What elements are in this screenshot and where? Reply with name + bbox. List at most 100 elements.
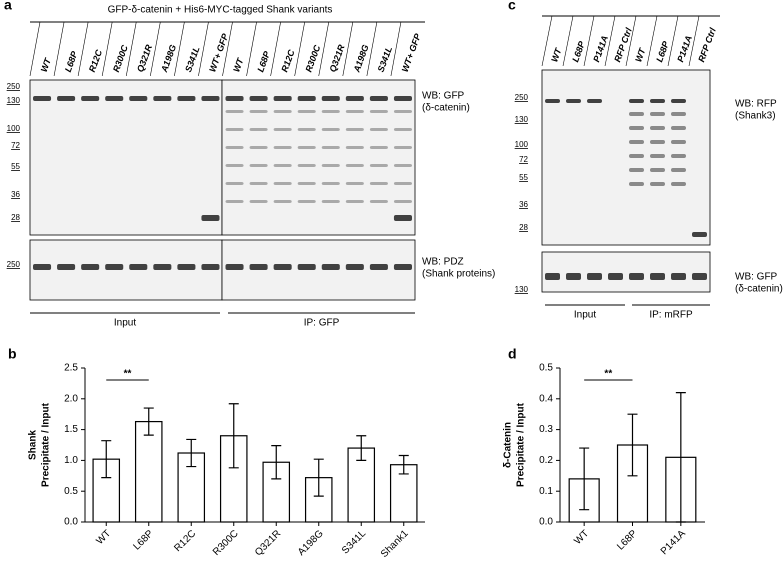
- y-tick-label: 0.0: [539, 517, 553, 528]
- band: [81, 96, 100, 101]
- band: [393, 110, 412, 113]
- band: [297, 110, 316, 113]
- band: [273, 146, 292, 149]
- lane-label: WT: [39, 56, 54, 74]
- lane-label: R300C: [303, 43, 322, 73]
- marker-label: 250: [7, 260, 21, 269]
- band: [249, 110, 268, 113]
- marker-label: 100: [7, 124, 21, 133]
- error-bar: [271, 445, 282, 480]
- lane-label: L68P: [255, 49, 272, 74]
- lane-divider: [174, 21, 185, 77]
- marker-label: 55: [11, 162, 20, 171]
- band: [629, 168, 644, 172]
- band: [105, 264, 124, 270]
- wb-label: (δ-catenin): [422, 103, 470, 114]
- band: [393, 182, 412, 185]
- band: [321, 164, 340, 167]
- band: [671, 273, 686, 280]
- band: [608, 273, 623, 280]
- band: [650, 168, 665, 172]
- error-bar: [228, 403, 239, 469]
- band: [369, 200, 388, 203]
- x-tick-label: S341L: [340, 528, 369, 557]
- band: [249, 128, 268, 131]
- band: [393, 164, 412, 167]
- lane-label: WT: [549, 46, 564, 64]
- x-tick-label: WT: [94, 528, 113, 547]
- band: [273, 96, 292, 101]
- band: [225, 200, 244, 203]
- x-tick-label: R12C: [172, 528, 198, 554]
- lane-label: S341L: [183, 45, 201, 73]
- band: [629, 112, 644, 116]
- lane-divider: [562, 15, 574, 67]
- marker-label: 130: [7, 96, 21, 105]
- x-tick-label: Shank1: [379, 528, 411, 560]
- lane-divider: [688, 15, 700, 67]
- band: [249, 164, 268, 167]
- marker-label: 250: [515, 93, 529, 102]
- marker-label: 36: [11, 190, 20, 199]
- marker-label: 250: [7, 82, 21, 91]
- band: [249, 264, 268, 270]
- band: [321, 146, 340, 149]
- marker-label: 130: [515, 115, 529, 124]
- wb-label: WB: RFP: [735, 99, 777, 110]
- band: [321, 110, 340, 113]
- lane-divider: [366, 21, 378, 77]
- marker-label: 72: [11, 141, 20, 150]
- lane-divider: [246, 21, 257, 77]
- wb-label: WB: GFP: [735, 272, 778, 283]
- band: [369, 164, 388, 167]
- lane-divider: [125, 21, 137, 77]
- marker-label: 55: [519, 173, 528, 182]
- band: [33, 96, 52, 101]
- marker-label: 28: [11, 213, 20, 222]
- lane-divider: [294, 21, 305, 77]
- band: [297, 164, 316, 167]
- band: [273, 200, 292, 203]
- band: [545, 99, 560, 103]
- band: [177, 96, 196, 101]
- y-tick-label: 0.2: [539, 455, 553, 466]
- band: [545, 273, 560, 280]
- y-axis-label: δ-Catenin: [503, 422, 514, 468]
- band: [369, 146, 388, 149]
- x-tick-label: WT: [572, 528, 591, 547]
- lane-divider: [667, 15, 679, 67]
- marker-label: 130: [515, 285, 529, 294]
- group-label: IP: mRFP: [649, 310, 693, 321]
- band: [345, 128, 364, 131]
- band: [129, 264, 148, 270]
- y-tick-label: 1.0: [64, 455, 78, 466]
- lane-divider: [646, 15, 658, 67]
- band: [369, 128, 388, 131]
- band: [273, 182, 292, 185]
- band: [650, 140, 665, 144]
- lane-label: WT: [633, 46, 648, 64]
- band: [273, 264, 292, 270]
- band: [249, 146, 268, 149]
- panel-letter: a: [4, 0, 12, 13]
- band: [650, 154, 665, 158]
- band: [249, 200, 268, 203]
- band: [297, 200, 316, 203]
- marker-label: 100: [515, 140, 529, 149]
- lane-label: R300C: [111, 43, 130, 73]
- lane-label: L68P: [63, 49, 80, 74]
- x-tick-label: L68P: [615, 528, 640, 553]
- band: [297, 96, 316, 101]
- band: [345, 96, 364, 101]
- band: [249, 182, 268, 185]
- band: [225, 264, 244, 270]
- y-axis-label: Precipitate / Input: [41, 402, 52, 487]
- band: [345, 110, 364, 113]
- group-label: Input: [574, 310, 596, 321]
- wb-label: WB: GFP: [422, 91, 465, 102]
- band: [33, 264, 52, 270]
- error-bar: [143, 407, 154, 436]
- panel-letter: b: [8, 346, 17, 362]
- marker-label: 36: [519, 200, 528, 209]
